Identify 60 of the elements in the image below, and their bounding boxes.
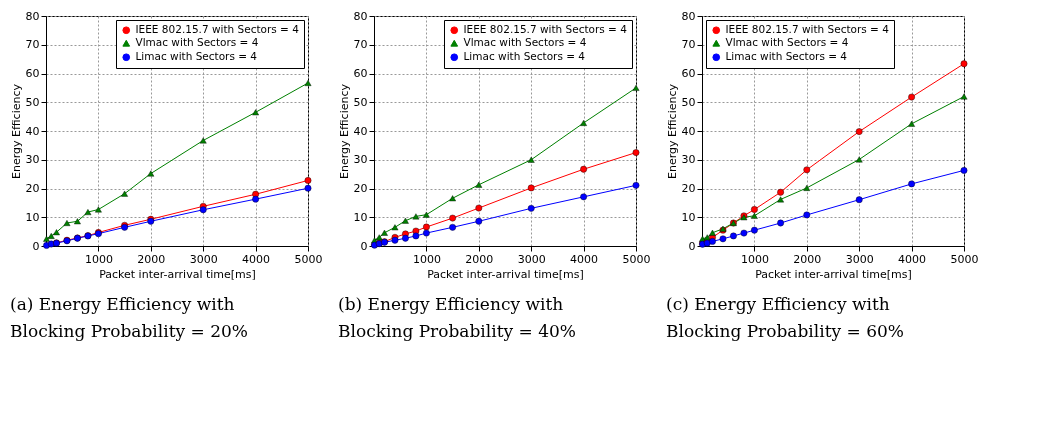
y-tick-label: 60 bbox=[681, 67, 696, 80]
y-tick-label: 80 bbox=[25, 9, 40, 23]
x-tick-label: 2000 bbox=[465, 252, 494, 266]
x-tick-label: 3000 bbox=[845, 252, 874, 266]
x-tick-label: 1000 bbox=[412, 252, 441, 266]
legend-label: Limac with Sectors = 4 bbox=[725, 50, 848, 63]
legend-label: Limac with Sectors = 4 bbox=[463, 50, 586, 63]
y-tick-label: 10 bbox=[681, 210, 696, 224]
y-tick-label: 0 bbox=[688, 239, 696, 253]
y-tick-label: 20 bbox=[353, 182, 368, 195]
y-tick-label: 0 bbox=[360, 239, 368, 253]
y-tick-label: 80 bbox=[353, 9, 368, 23]
y-tick-label: 40 bbox=[25, 124, 40, 138]
y-tick-label: 40 bbox=[353, 124, 368, 138]
x-tick-label: 3000 bbox=[189, 252, 218, 266]
x-axis-title: Packet inter-arrival time[ms] bbox=[427, 267, 584, 281]
text: (b) Energy Efficiency with Blocking Probability = 40% bbox=[338, 294, 576, 341]
legend-label: Vlmac with Sectors = 4 bbox=[135, 36, 259, 49]
y-tick-label: 50 bbox=[681, 95, 696, 109]
text: (c) Energy Efficiency with Blocking Probability = 60% bbox=[666, 294, 904, 341]
y-tick-label: 10 bbox=[25, 210, 40, 224]
y-tick-label: 10 bbox=[353, 210, 368, 224]
legend-label: IEEE 802.15.7 with Sectors = 4 bbox=[463, 23, 628, 36]
y-axis-title: Energy Efficiency bbox=[337, 83, 351, 179]
x-tick-label: 4000 bbox=[570, 252, 599, 266]
y-tick-label: 30 bbox=[25, 153, 40, 167]
y-tick-label: 50 bbox=[25, 95, 40, 109]
y-tick-label: 40 bbox=[681, 124, 696, 138]
y-tick-label: 0 bbox=[32, 239, 40, 253]
y-tick-label: 30 bbox=[681, 153, 696, 167]
legend-label: Vlmac with Sectors = 4 bbox=[463, 36, 587, 49]
y-tick-label: 60 bbox=[25, 67, 40, 80]
x-axis-title: Packet inter-arrival time[ms] bbox=[99, 267, 256, 281]
legend-label: IEEE 802.15.7 with Sectors = 4 bbox=[135, 23, 300, 36]
y-tick-label: 50 bbox=[353, 95, 368, 109]
legend-label: Limac with Sectors = 4 bbox=[135, 50, 258, 63]
x-tick-label: 4000 bbox=[242, 252, 271, 266]
y-tick-label: 70 bbox=[25, 38, 40, 52]
x-tick-label: 2000 bbox=[793, 252, 822, 266]
y-tick-label: 60 bbox=[353, 67, 368, 80]
y-axis-title: Energy Efficiency bbox=[9, 83, 23, 179]
y-tick-label: 30 bbox=[353, 153, 368, 167]
x-tick-label: 1000 bbox=[84, 252, 113, 266]
legend-label: IEEE 802.15.7 with Sectors = 4 bbox=[725, 23, 890, 36]
x-tick-label: 4000 bbox=[898, 252, 927, 266]
y-axis-title: Energy Efficiency bbox=[665, 83, 679, 179]
y-tick-label: 70 bbox=[353, 38, 368, 52]
y-tick-label: 20 bbox=[25, 182, 40, 195]
x-tick-label: 2000 bbox=[137, 252, 166, 266]
y-tick-label: 70 bbox=[681, 38, 696, 52]
x-axis-title: Packet inter-arrival time[ms] bbox=[755, 267, 912, 281]
legend-label: Vlmac with Sectors = 4 bbox=[725, 36, 849, 49]
x-tick-label: 5000 bbox=[622, 252, 651, 266]
text: (a) Energy Efficiency with Blocking Probability = 20% bbox=[10, 294, 248, 341]
x-tick-label: 5000 bbox=[950, 252, 979, 266]
y-tick-label: 80 bbox=[681, 9, 696, 23]
x-tick-label: 3000 bbox=[517, 252, 546, 266]
x-tick-label: 5000 bbox=[294, 252, 323, 266]
x-tick-label: 1000 bbox=[740, 252, 769, 266]
y-tick-label: 20 bbox=[681, 182, 696, 195]
